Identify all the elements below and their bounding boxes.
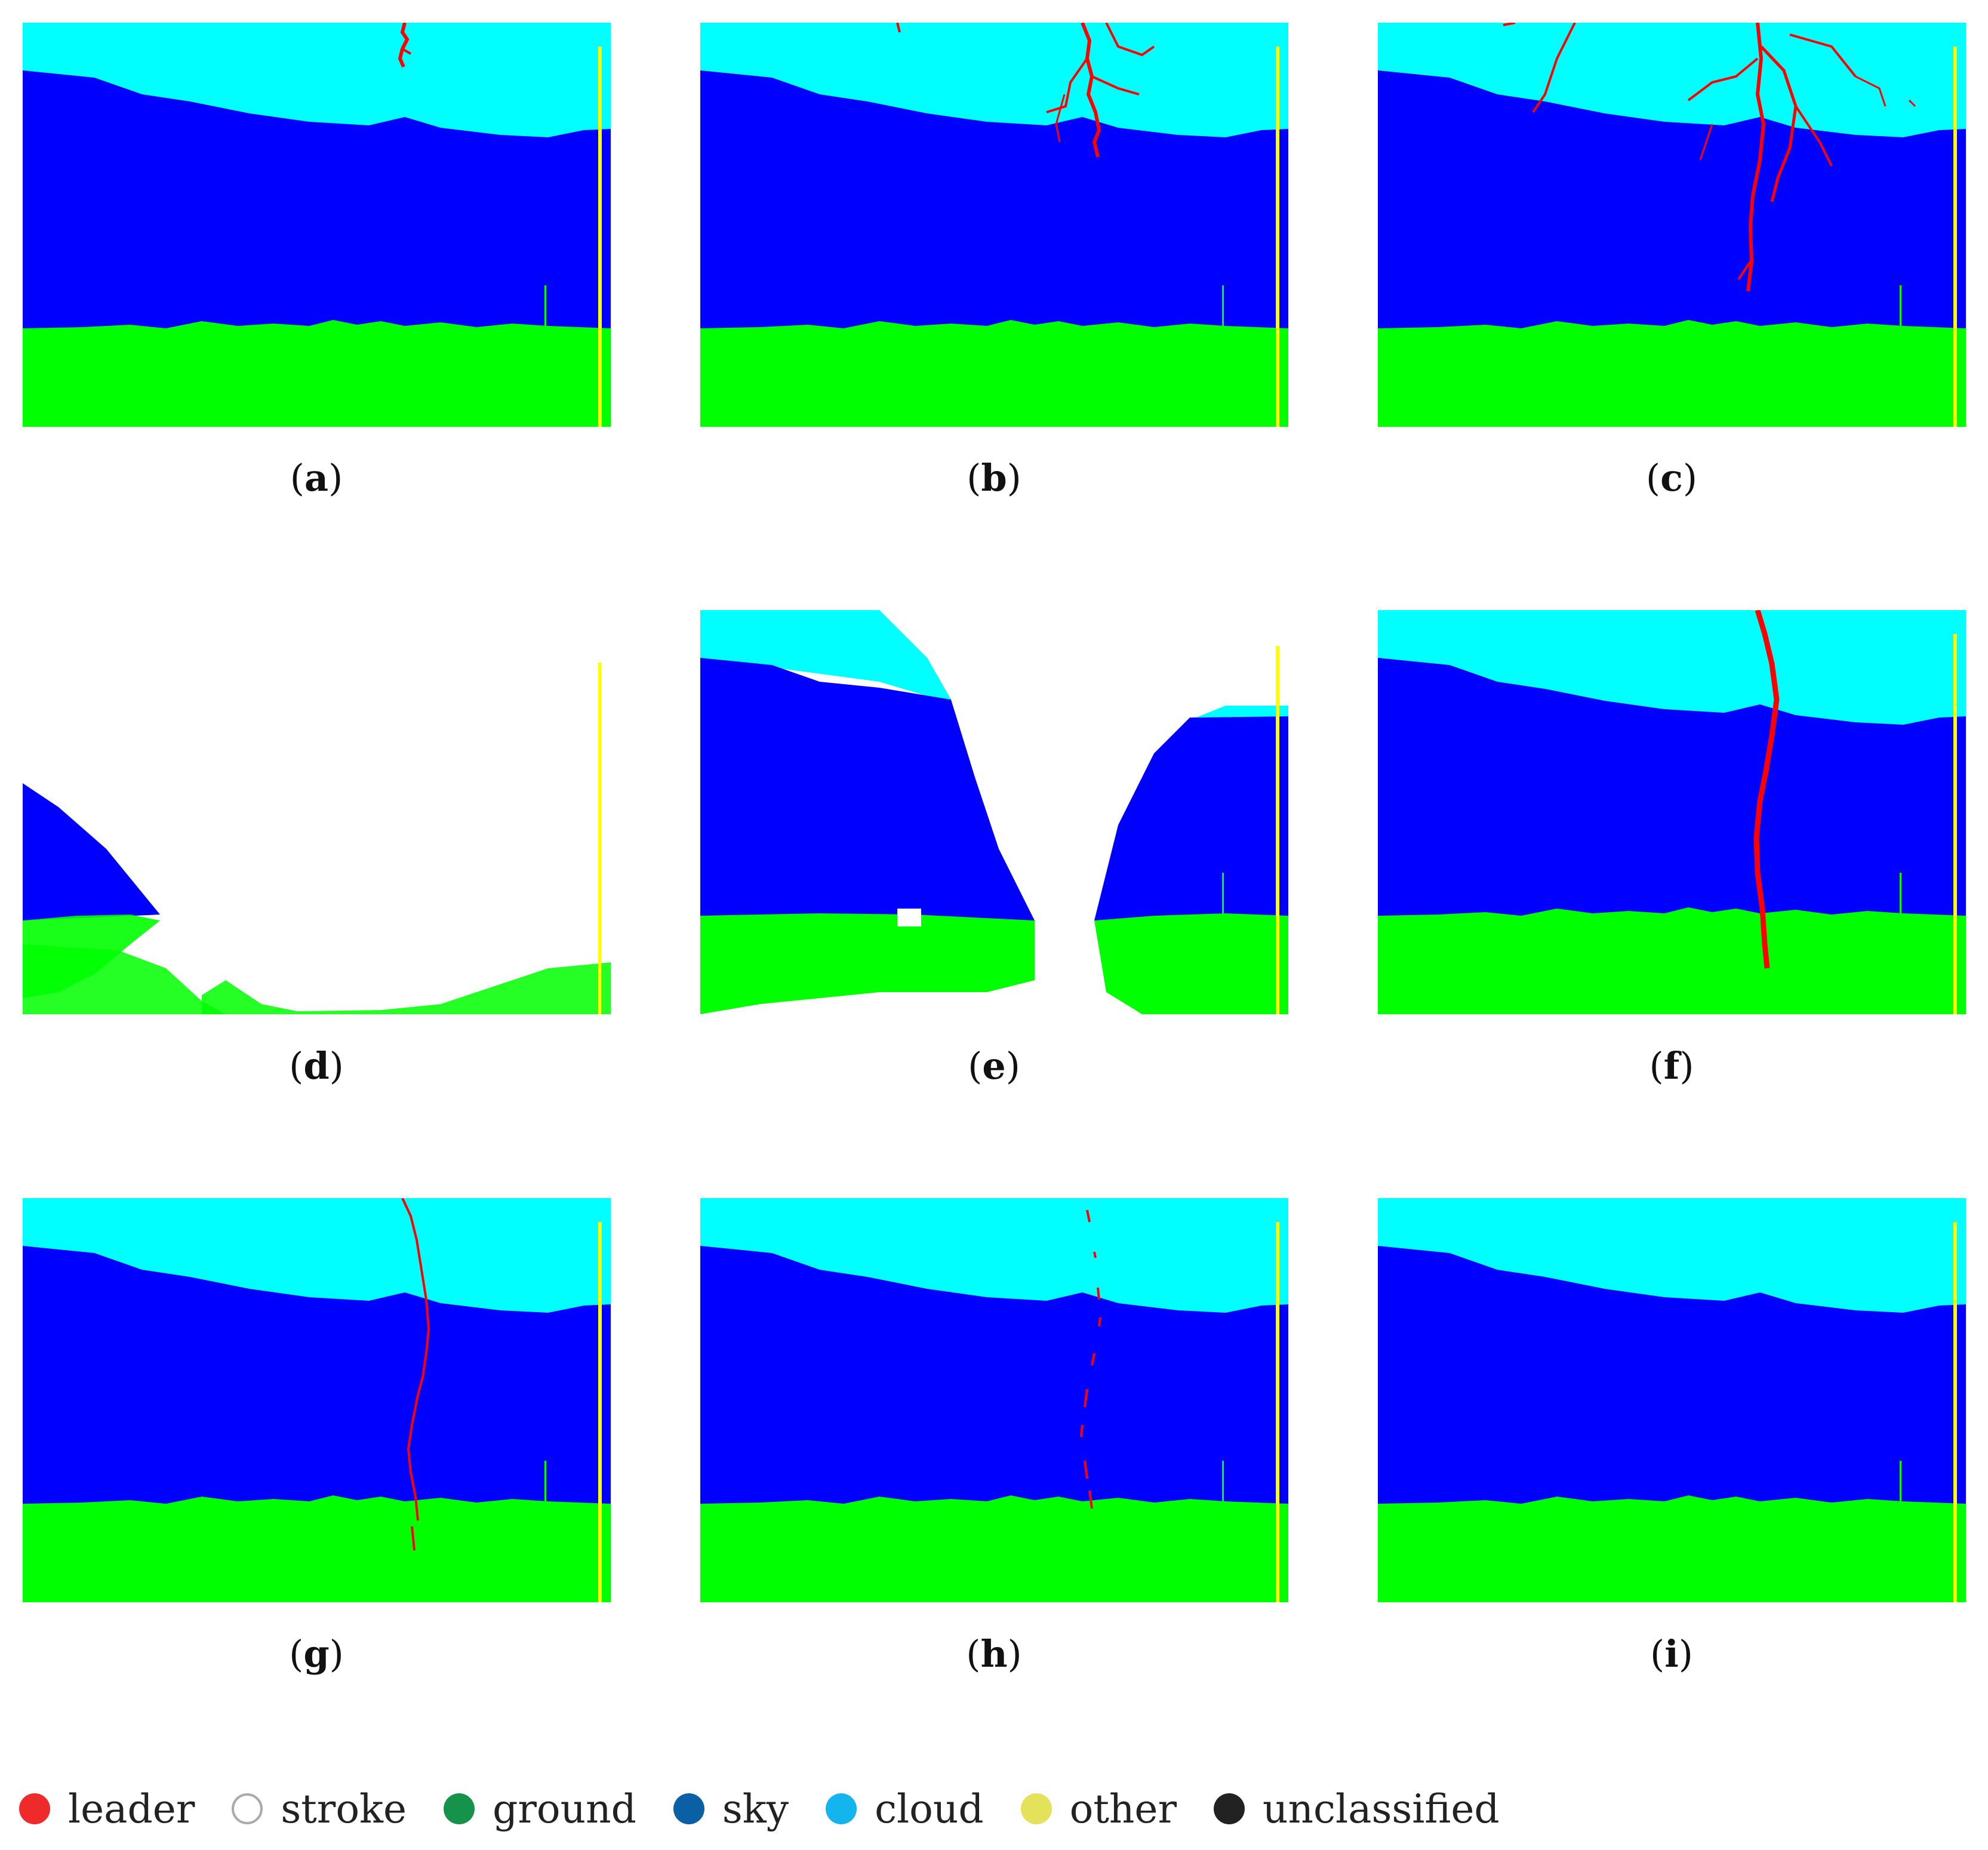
- panel-d-image: [23, 610, 611, 1014]
- caption-d: (d): [289, 1044, 344, 1088]
- panel-d: [23, 610, 611, 1014]
- legend-label: leader: [68, 1786, 195, 1832]
- caption-c: (c): [1645, 456, 1698, 500]
- caption-e: (e): [968, 1044, 1020, 1088]
- legend-label: ground: [493, 1786, 636, 1832]
- sky-marker-icon: [673, 1793, 704, 1824]
- panel-c-image: [1378, 23, 1966, 427]
- panel-h-image: [700, 1198, 1288, 1602]
- legend-item-leader: leader: [19, 1786, 195, 1832]
- caption-f: (f): [1649, 1044, 1694, 1088]
- panel-g: [23, 1198, 611, 1602]
- ground-marker-icon: [444, 1793, 475, 1824]
- caption-b: (b): [967, 456, 1021, 500]
- legend-item-unclassified: unclassified: [1214, 1786, 1500, 1832]
- panel-e: [700, 610, 1288, 1014]
- legend-label: stroke: [281, 1786, 407, 1832]
- panel-f-image: [1378, 610, 1966, 1014]
- caption-i: (i): [1650, 1632, 1693, 1676]
- cloud-marker-icon: [826, 1793, 857, 1824]
- panel-b: [700, 23, 1288, 427]
- panel-i: [1378, 1198, 1966, 1602]
- leader-marker-icon: [19, 1793, 50, 1824]
- other-marker-icon: [1020, 1793, 1052, 1824]
- legend-item-cloud: cloud: [826, 1786, 984, 1832]
- panel-a-image: [23, 23, 611, 427]
- legend-item-sky: sky: [673, 1786, 789, 1832]
- legend: leader stroke ground sky cloud other unc…: [19, 1785, 1537, 1833]
- legend-label: unclassified: [1263, 1786, 1500, 1832]
- panel-f: [1378, 610, 1966, 1014]
- legend-item-ground: ground: [444, 1786, 636, 1832]
- panel-g-image: [23, 1198, 611, 1602]
- panel-c: [1378, 23, 1966, 427]
- panel-h: [700, 1198, 1288, 1602]
- panel-b-image: [700, 23, 1288, 427]
- caption-h: (h): [966, 1632, 1022, 1676]
- legend-label: other: [1069, 1786, 1177, 1832]
- legend-label: sky: [722, 1786, 789, 1832]
- stroke-marker-icon: [232, 1793, 263, 1824]
- caption-a: (a): [290, 456, 343, 500]
- legend-label: cloud: [875, 1786, 984, 1832]
- panel-a: [23, 23, 611, 427]
- caption-g: (g): [289, 1632, 344, 1676]
- legend-item-stroke: stroke: [232, 1786, 407, 1832]
- panel-i-image: [1378, 1198, 1966, 1602]
- unclassified-marker-icon: [1214, 1793, 1245, 1824]
- legend-item-other: other: [1020, 1786, 1177, 1832]
- panel-e-image: [700, 610, 1288, 1014]
